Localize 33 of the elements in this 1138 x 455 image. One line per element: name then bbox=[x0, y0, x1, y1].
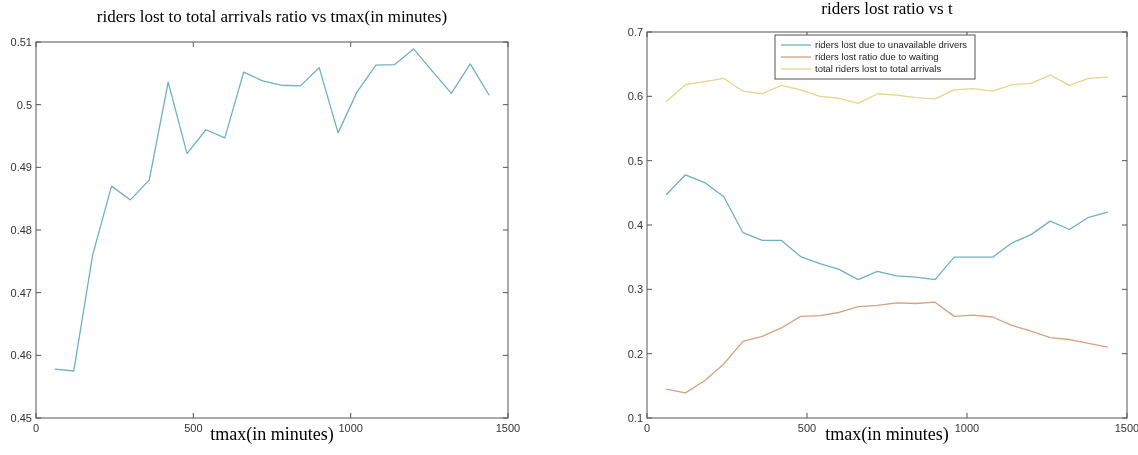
x-tick-label: 500 bbox=[184, 422, 203, 434]
y-tick-label: 0.7 bbox=[627, 26, 643, 38]
x-tick-label: 500 bbox=[797, 422, 817, 434]
y-tick-label: 0.4 bbox=[627, 219, 643, 231]
x-tick-label: 1500 bbox=[1114, 422, 1138, 434]
x-tick-label: 0 bbox=[643, 422, 651, 434]
x-tick-label: 0 bbox=[32, 422, 40, 434]
legend-label: riders lost due to unavailable drivers bbox=[815, 39, 968, 50]
y-tick-label: 0.5 bbox=[627, 154, 643, 167]
y-tick-label: 0.51 bbox=[10, 36, 32, 48]
line-series bbox=[665, 301, 1109, 394]
y-tick-label: 0.45 bbox=[10, 412, 32, 424]
y-tick-label: 0.1 bbox=[627, 412, 643, 424]
y-tick-label: 0.5 bbox=[16, 98, 32, 111]
y-tick-label: 0.48 bbox=[10, 224, 32, 236]
x-tick-label: 1000 bbox=[954, 422, 980, 434]
y-tick-label: 0.6 bbox=[627, 90, 643, 103]
line-series bbox=[54, 48, 490, 372]
x-tick-label: 1000 bbox=[338, 422, 363, 434]
y-tick-label: 0.3 bbox=[627, 283, 643, 296]
x-tick-label: 1500 bbox=[495, 422, 521, 434]
x-axis-title: tmax(in minutes) bbox=[210, 424, 334, 445]
y-tick-label: 0.47 bbox=[10, 286, 32, 299]
y-tick-label: 0.49 bbox=[10, 161, 32, 174]
line-series bbox=[665, 174, 1109, 281]
chart-title: riders lost to total arrivals ratio vs tmax(in minutes) bbox=[96, 7, 448, 26]
x-axis-title: tmax(in minutes) bbox=[825, 424, 949, 445]
legend-label: total riders lost to total arrivals bbox=[815, 63, 942, 74]
chart-title: riders lost ratio vs t bbox=[821, 0, 953, 18]
line-series bbox=[665, 74, 1109, 105]
legend-label: riders lost ratio due to waiting bbox=[815, 51, 939, 62]
y-tick-label: 0.46 bbox=[10, 349, 32, 362]
y-tick-label: 0.2 bbox=[627, 347, 643, 360]
